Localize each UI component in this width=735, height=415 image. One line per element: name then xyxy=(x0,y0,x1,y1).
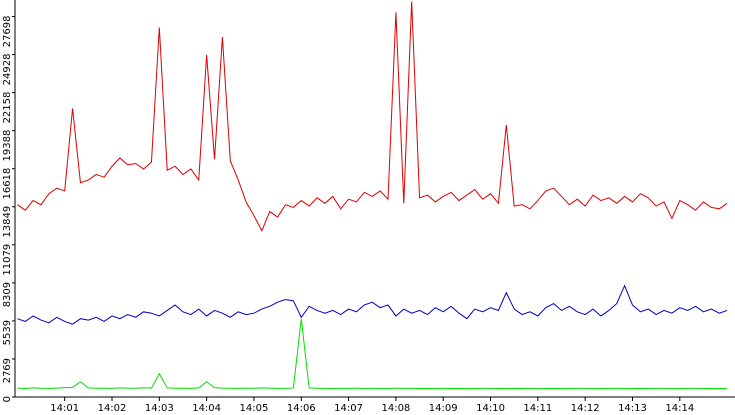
y-tick-label: 13849 xyxy=(2,206,13,238)
x-tick-label: 14:03 xyxy=(145,403,174,414)
line-series xyxy=(17,1,728,232)
y-tick-label: 24928 xyxy=(2,54,13,86)
x-tick-label: 14:11 xyxy=(523,403,552,414)
x-tick-label: 14:10 xyxy=(476,403,505,414)
y-tick-label: 11079 xyxy=(2,244,13,276)
x-tick-label: 14:01 xyxy=(50,403,79,414)
y-tick-label: 2769 xyxy=(2,358,13,383)
y-tick-label: 27698 xyxy=(2,16,13,48)
x-tick-label: 14:07 xyxy=(334,403,363,414)
x-tick-label: 14:14 xyxy=(665,403,694,414)
line-series xyxy=(17,318,728,390)
y-tick-label: 8309 xyxy=(2,282,13,307)
x-tick-label: 14:08 xyxy=(381,403,410,414)
y-tick-label: 16618 xyxy=(2,168,13,200)
line-series xyxy=(17,284,728,325)
x-tick-label: 14:13 xyxy=(618,403,647,414)
x-tick-label: 14:06 xyxy=(287,403,316,414)
y-tick-label: 22158 xyxy=(2,92,13,124)
x-tick-label: 14:12 xyxy=(571,403,600,414)
x-tick-label: 14:09 xyxy=(429,403,458,414)
x-tick-label: 14:02 xyxy=(98,403,127,414)
y-tick-label: 19388 xyxy=(2,130,13,162)
y-tick-label: 0 xyxy=(2,396,13,402)
x-tick-label: 14:05 xyxy=(240,403,269,414)
x-tick-label: 14:04 xyxy=(192,403,221,414)
y-tick-label: 5539 xyxy=(2,320,13,345)
